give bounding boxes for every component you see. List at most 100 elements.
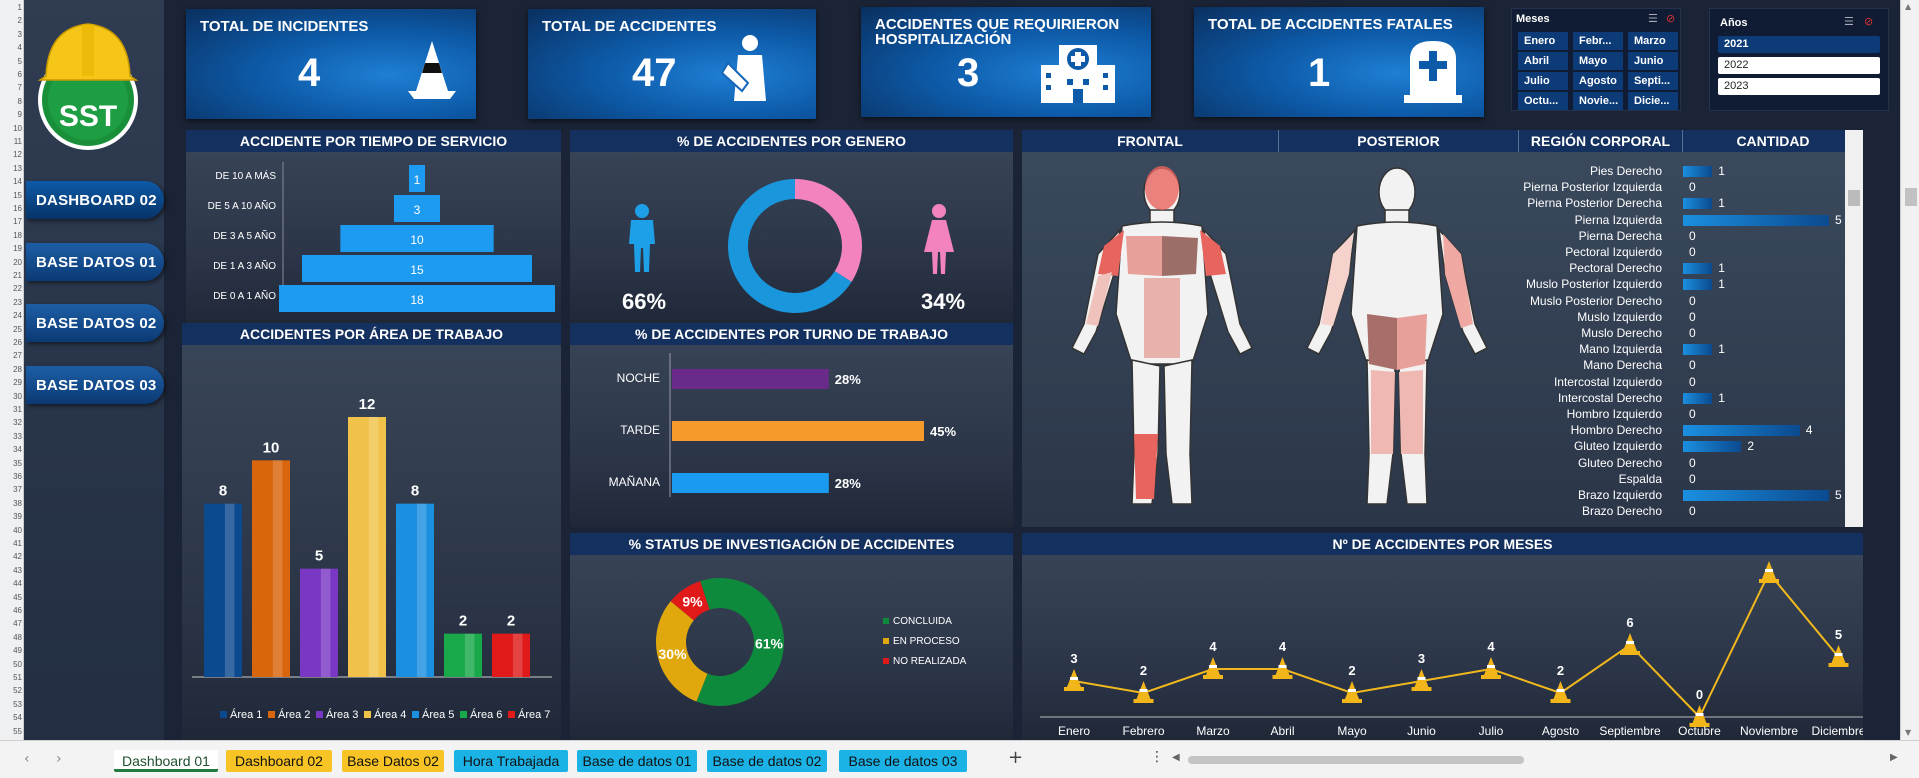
genero-chart: 66% 34% [622,179,965,314]
meses-category-label: Marzo [1196,724,1230,738]
region-scrollbar[interactable] [1845,130,1863,527]
nav-dashboard-02-button[interactable]: DASHBOARD 02 [26,181,164,219]
female-slice [795,179,862,282]
row-number: 19 [13,244,22,254]
next-sheet-icon[interactable]: › [56,751,62,767]
turno-bar [672,421,924,441]
region-item-label: Intercostal Derecho [1557,390,1662,405]
slicer-item-month[interactable]: Marzo [1628,32,1678,50]
meses-value-label: 4 [1279,639,1287,654]
area-bar-shine [368,417,379,677]
scroll-right-icon[interactable]: ▶ [1890,752,1898,763]
cone-base [1689,723,1710,727]
slicer-item-month[interactable]: Dicie... [1628,92,1678,110]
nav-base-datos-03-button[interactable]: BASE DATOS 03 [26,366,164,404]
clear-filter-icon[interactable]: ⊘ [1864,15,1874,28]
tiempo-category-label: DE 5 A 10 AÑO [208,199,277,212]
row-number: 23 [13,297,22,307]
region-value-label: 0 [1689,228,1696,243]
slicer-item-year[interactable]: 2023 [1718,78,1880,95]
slicer-item-month[interactable]: Abril [1518,52,1568,70]
tiempo-value-label: 18 [410,293,424,307]
row-number: 15 [13,190,22,200]
meses-category-label: Octubre [1678,724,1721,738]
row-number: 6 [17,70,22,79]
legend-swatch [883,638,889,644]
scroll-down-icon[interactable]: ▼ [1905,728,1912,737]
multi-select-icon[interactable]: ☰ [1844,15,1854,28]
slicer-item-month[interactable]: Agosto [1573,72,1623,90]
row-number: 53 [13,699,22,709]
sheet-tab[interactable]: Hora Trabajada [454,750,568,772]
legend-label: Área 6 [470,708,502,721]
row-number: 8 [17,96,22,106]
region-item-label: Muslo Posterior Izquierdo [1525,277,1662,292]
tiempo-bar [279,285,555,312]
cone-stripe [1626,641,1634,644]
panel-status: % STATUS DE INVESTIGACIÓN DE ACCIDENTES … [570,533,1013,740]
region-bar [1683,279,1713,291]
slicer-item-month[interactable]: Octu... [1518,92,1568,110]
scroll-thumb[interactable] [1905,188,1917,206]
area-value-label: 10 [263,439,280,456]
scroll-left-icon[interactable]: ◀ [1172,752,1180,763]
traffic-cone-icon [1272,657,1293,679]
traffic-cone-icon [1411,669,1432,691]
kpi-accidentes-fatales: TOTAL DE ACCIDENTES FATALES 1 [1194,7,1484,117]
sheet-tab[interactable]: Dashboard 01 [114,750,218,772]
meses-value-label: 2 [1140,663,1147,678]
nav-button-label: BASE DATOS 02 [36,314,157,332]
sheet-tab[interactable]: Base de datos 03 [839,750,967,772]
slicer-item-month[interactable]: Junio [1628,52,1678,70]
legend-label: Área 7 [518,708,550,721]
slicer-item-month[interactable]: Novie... [1573,92,1623,110]
slicer-anios: Años ☰ ⊘ 2021 2022 2023 [1709,8,1889,111]
slicer-item-month[interactable]: Enero [1518,32,1568,50]
slicer-item-month[interactable]: Febr... [1573,32,1623,50]
region-item-label: Hombro Derecho [1570,423,1662,438]
meses-category-label: Agosto [1542,724,1580,738]
slicer-item-year[interactable]: 2022 [1718,57,1880,74]
row-number: 45 [13,592,22,602]
region-value-label: 0 [1689,293,1696,308]
vertical-scrollbar[interactable]: ▲ ▼ [1900,0,1919,740]
meses-value-label: 0 [1696,687,1703,702]
area-bar-shine [272,460,283,677]
legend-swatch [412,711,419,718]
panel-tiempo-servicio: ACCIDENTE POR TIEMPO DE SERVICIO DE 10 A… [186,130,561,323]
slicer-item-year[interactable]: 2021 [1718,36,1880,53]
kpi-value: 3 [957,51,980,95]
row-number: 34 [13,445,22,455]
legend-swatch [316,711,323,718]
sheet-tab[interactable]: Base de datos 02 [707,750,827,772]
sheet-tab[interactable]: Base Datos 02 [342,750,444,772]
more-options-icon[interactable]: ⋮ [1150,749,1164,765]
add-sheet-icon[interactable]: + [1008,747,1024,768]
row-number: 30 [13,391,22,401]
nav-base-datos-01-button[interactable]: BASE DATOS 01 [26,243,164,281]
region-item-label: Espalda [1618,471,1662,486]
meses-category-label: Julio [1479,724,1504,738]
prev-sheet-icon[interactable]: ‹ [24,751,30,767]
meses-category-label: Abril [1270,724,1294,738]
sheet-tab[interactable]: Dashboard 02 [226,750,332,772]
area-value-label: 5 [315,548,323,565]
panel-title: % DE ACCIDENTES POR GENERO [570,130,1013,152]
cone-stripe [1139,689,1148,692]
row-number: 41 [13,539,22,548]
scroll-thumb[interactable] [1848,190,1860,206]
scroll-up-icon[interactable]: ▲ [1905,2,1912,11]
multi-select-icon[interactable]: ☰ [1648,12,1658,25]
horizontal-scroll-thumb[interactable] [1188,756,1524,764]
clear-filter-icon[interactable]: ⊘ [1666,12,1676,25]
traffic-cone-icon [1133,681,1154,703]
region-bar [1683,214,1829,226]
row-number: 47 [13,619,22,629]
slicer-item-month[interactable]: Mayo [1573,52,1623,70]
area-value-label: 2 [459,613,467,630]
sheet-tab[interactable]: Base de datos 01 [577,750,697,772]
nav-base-datos-02-button[interactable]: BASE DATOS 02 [26,304,164,342]
tiempo-category-label: DE 1 A 3 AÑO [213,259,276,272]
slicer-item-month[interactable]: Septi... [1628,72,1678,90]
slicer-item-month[interactable]: Julio [1518,72,1568,90]
